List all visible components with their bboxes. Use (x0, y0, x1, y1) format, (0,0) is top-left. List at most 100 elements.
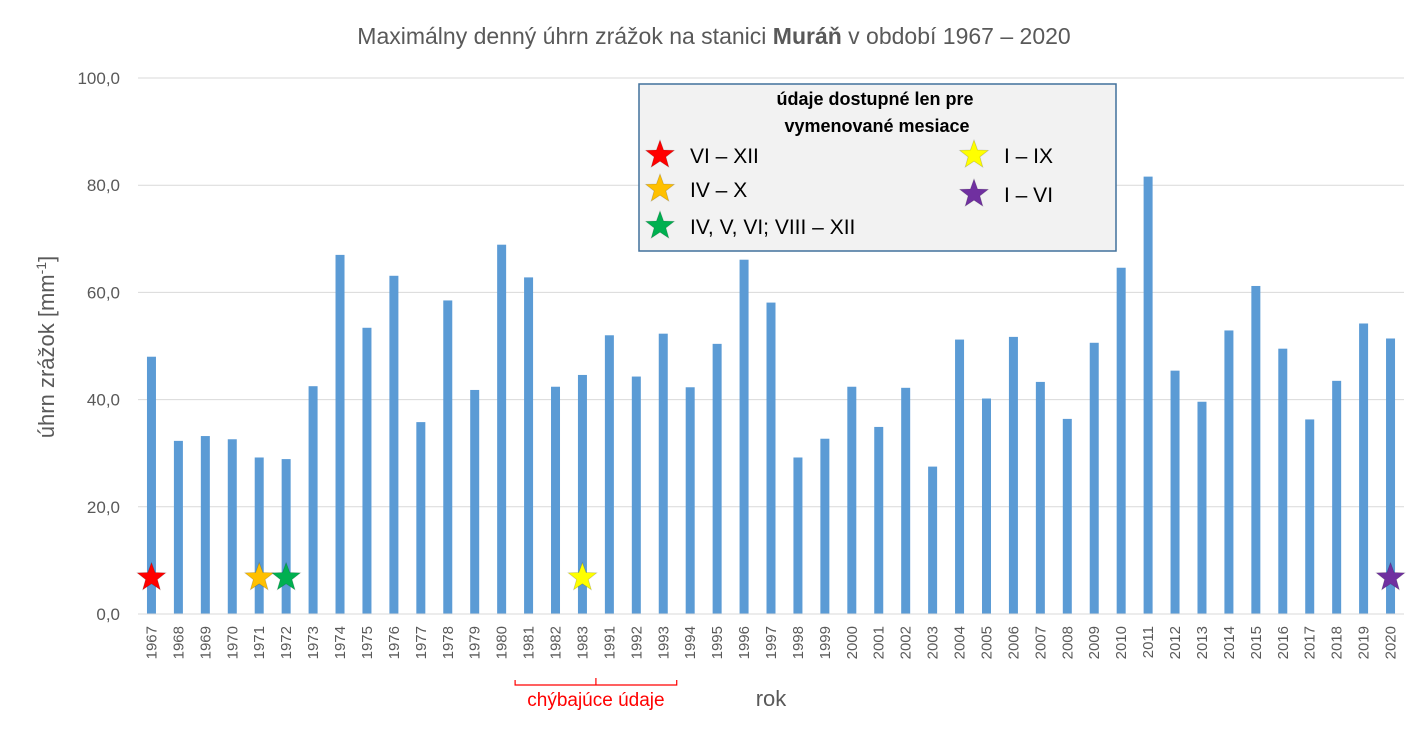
x-tick-label: 2014 (1221, 626, 1238, 659)
legend-item-label: VI – XII (690, 145, 759, 168)
x-tick-label: 2004 (952, 626, 969, 659)
gridlines (138, 77, 1404, 508)
bar-2018 (1332, 380, 1342, 614)
bar-2010 (1116, 267, 1126, 614)
bar-2013 (1197, 401, 1207, 614)
bar-1997 (766, 302, 776, 614)
y-tick-label: 40,0 (87, 391, 120, 410)
legend-star (958, 177, 990, 208)
x-tick-label: 1968 (170, 626, 187, 659)
x-tick-label: 1995 (709, 626, 726, 659)
legend-item-label: IV, V, VI; VIII – XII (690, 216, 855, 239)
bar-1982 (551, 386, 561, 614)
legend-item-label: IV – X (690, 179, 747, 202)
x-tick-label: 1970 (224, 626, 241, 659)
bar-1977 (416, 422, 426, 614)
x-tick-label: 2016 (1275, 626, 1292, 659)
x-tick-label: 2006 (1005, 626, 1022, 659)
missing-data-label: chýbajúce údaje (527, 690, 664, 711)
x-tick-label: 1999 (817, 626, 834, 659)
bar-1976 (389, 275, 399, 614)
bar-1994 (685, 387, 695, 614)
x-tick-label: 2002 (898, 626, 915, 659)
marker-star-2020 (1375, 561, 1406, 591)
y-axis-label-main: úhrn zrážok [mm (34, 274, 59, 438)
legend-item-label: I – IX (1004, 145, 1053, 168)
y-axis-label-end: ] (34, 256, 59, 262)
chart-title-part-3: v období 1967 – 2020 (842, 23, 1071, 49)
bar-2005 (981, 398, 991, 614)
bar-1995 (712, 343, 722, 614)
legend-items: VI – XII IV – X IV, V, VI; VIII – XII I – I… (644, 138, 1053, 240)
x-tick-label: 1969 (197, 626, 214, 659)
bar-1993 (658, 333, 668, 614)
bars (146, 176, 1396, 615)
x-tick-label: 1983 (574, 626, 591, 659)
x-tick-label: 2010 (1113, 626, 1130, 659)
bar-2016 (1278, 348, 1288, 614)
markers (136, 561, 1406, 591)
bar-1978 (443, 300, 453, 614)
bar-2006 (1008, 336, 1018, 614)
bar-2002 (901, 387, 911, 614)
y-tick-label: 80,0 (87, 176, 120, 195)
bar-1991 (604, 335, 614, 614)
bar-1981 (524, 277, 534, 614)
bar-1998 (793, 457, 803, 614)
bar-1996 (739, 259, 749, 614)
x-tick-label: 1967 (143, 626, 160, 659)
bar-2001 (874, 426, 884, 614)
legend-item-label: I – VI (1004, 184, 1053, 207)
bar-1992 (631, 376, 641, 614)
x-tick-label: 1981 (521, 626, 538, 659)
bar-2020 (1386, 338, 1396, 614)
bar-1980 (497, 244, 507, 615)
legend-box (638, 83, 1117, 252)
x-tick-label: 1978 (440, 626, 457, 659)
x-tick-label: 1976 (386, 626, 403, 659)
bar-2019 (1359, 323, 1369, 614)
x-tick-label: 1974 (332, 626, 349, 659)
x-tick-label: 2007 (1032, 626, 1049, 659)
bar-1972 (281, 459, 291, 614)
bar-2007 (1035, 381, 1045, 614)
x-tick-label: 1991 (601, 626, 618, 659)
x-tick-label: 1977 (413, 626, 430, 659)
x-tick-label: 2003 (925, 626, 942, 659)
y-axis-ticks: 0,0 20,0 40,0 60,0 80,0 100,0 (77, 69, 120, 624)
x-tick-label: 2009 (1086, 626, 1103, 659)
x-tick-label: 1973 (305, 626, 322, 659)
legend-title-line-1: údaje dostupné len pre (776, 89, 973, 109)
chart-title: Maximálny denný úhrn zrážok na stanici M… (357, 23, 1070, 49)
bar-1999 (820, 438, 830, 614)
bar-2015 (1251, 285, 1261, 614)
x-tick-label: 1993 (655, 626, 672, 659)
bar-2014 (1224, 330, 1234, 614)
bar-1974 (335, 254, 345, 614)
bar-2000 (847, 386, 857, 614)
marker-star-1967 (136, 561, 167, 591)
x-tick-label: 1998 (790, 626, 807, 659)
legend-star (958, 138, 990, 169)
x-tick-label: 1979 (467, 626, 484, 659)
x-tick-label: 2011 (1140, 626, 1157, 658)
x-tick-label: 1971 (251, 626, 268, 659)
x-tick-label: 2001 (871, 626, 888, 659)
missing-data-bracket (514, 678, 678, 686)
x-tick-label: 2012 (1167, 626, 1184, 659)
y-axis-label: úhrn zrážok [mm-1] (33, 256, 59, 438)
bar-1969 (200, 436, 210, 614)
y-tick-label: 20,0 (87, 498, 120, 517)
bar-1983 (577, 374, 587, 614)
bar-2011 (1143, 176, 1153, 614)
y-tick-label: 0,0 (96, 605, 120, 624)
y-tick-label: 100,0 (77, 69, 120, 88)
bar-1968 (173, 440, 183, 614)
bar-1970 (227, 439, 237, 614)
x-tick-label: 2015 (1248, 626, 1265, 659)
x-tick-label: 2020 (1383, 626, 1400, 659)
x-tick-label: 2000 (844, 626, 861, 659)
legend-star (644, 209, 676, 240)
bar-1979 (470, 389, 480, 614)
